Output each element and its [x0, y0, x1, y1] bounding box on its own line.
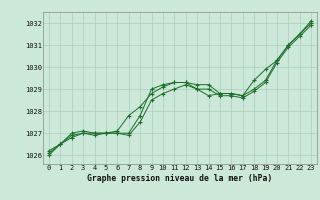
X-axis label: Graphe pression niveau de la mer (hPa): Graphe pression niveau de la mer (hPa) — [87, 174, 273, 183]
